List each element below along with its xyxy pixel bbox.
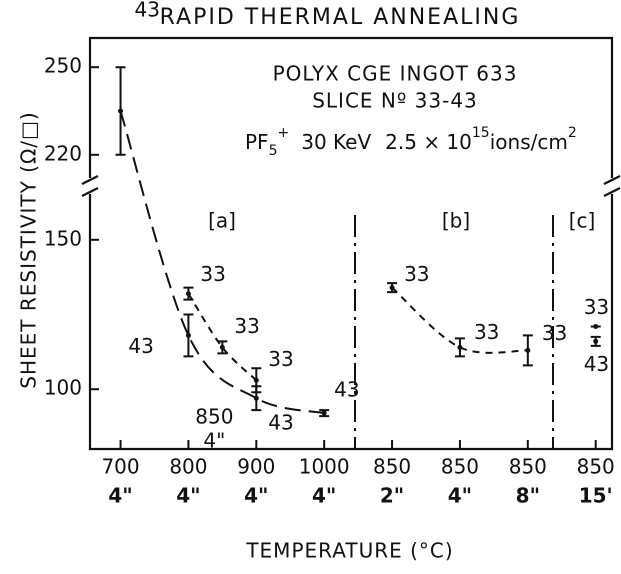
x-tick-time: 4" <box>312 484 336 508</box>
point-label: 33 <box>542 321 567 345</box>
x-axis-label: TEMPERATURE (°C) <box>245 539 453 563</box>
x-tick-time: 8" <box>516 484 540 508</box>
data-point <box>185 291 191 297</box>
x-tick-time: 4" <box>244 484 268 508</box>
annotation: 850 <box>195 405 233 429</box>
dose-exp: 15 <box>472 125 490 141</box>
x-tick-label: 700 <box>101 455 139 479</box>
point-label: 43 <box>128 334 153 358</box>
point-label: 33 <box>200 262 225 286</box>
point-label: 43 <box>334 378 359 402</box>
dose-unit: ions/cm <box>490 130 568 154</box>
y-tick-label: 220 <box>44 141 82 165</box>
point-label: 43 <box>268 411 293 435</box>
ion-sub: 5 <box>269 143 278 159</box>
y-tick-label: 150 <box>44 226 82 250</box>
point-label: 33 <box>584 295 609 319</box>
group-label: [c] <box>569 209 596 233</box>
data-point <box>457 344 463 350</box>
annotation: 4" <box>203 429 225 453</box>
data-point <box>118 108 124 114</box>
fit-curve <box>187 293 258 381</box>
x-tick-label: 850 <box>441 455 479 479</box>
energy: 30 KeV <box>301 130 371 154</box>
x-tick-time: 4" <box>176 484 200 508</box>
x-tick-label: 800 <box>169 455 207 479</box>
data-point <box>321 410 327 416</box>
point-label: 33 <box>234 314 259 338</box>
x-tick-time: 4" <box>448 484 472 508</box>
x-tick-label: 850 <box>373 455 411 479</box>
dose: 2.5 × 10 <box>385 130 472 154</box>
data-point <box>593 323 599 329</box>
group-label: [a] <box>208 209 236 233</box>
data-point <box>525 347 531 353</box>
subtitle: SLICE Nº 33-43 <box>312 89 478 113</box>
group-label: [b] <box>442 209 470 233</box>
y-tick-label: 100 <box>44 376 82 400</box>
x-tick-label: 900 <box>237 455 275 479</box>
point-label: 33 <box>268 347 293 371</box>
point-label: 43 <box>584 352 609 376</box>
subtitle: POLYX CGE INGOT 633 <box>273 62 518 86</box>
data-point <box>389 285 395 291</box>
y-axis-label: SHEET RESISTIVITY (Ω/□) <box>17 111 41 388</box>
data-point <box>185 332 191 338</box>
x-tick-label: 1000 <box>299 455 350 479</box>
chart-title: RAPID THERMAL ANNEALING <box>160 5 521 30</box>
axis-break <box>81 175 621 197</box>
point-label: 33 <box>474 320 499 344</box>
x-tick-time: 2" <box>380 484 404 508</box>
data-point <box>593 338 599 344</box>
point-label: 43 <box>135 0 160 22</box>
ion-sup: + <box>278 125 290 141</box>
ion: PF <box>245 130 269 154</box>
y-tick-label: 250 <box>44 54 82 78</box>
data-point <box>253 395 259 401</box>
x-tick-label: 850 <box>509 455 547 479</box>
implant-note: PF5+ 30 KeV 2.5 × 1015ions/cm2 <box>245 125 577 159</box>
unit-exp: 2 <box>568 125 577 141</box>
x-tick-time: 4" <box>108 484 132 508</box>
data-point <box>253 377 259 383</box>
fit-curve <box>119 110 325 415</box>
point-label: 33 <box>404 262 429 286</box>
x-tick-label: 850 <box>577 455 615 479</box>
data-point <box>219 344 225 350</box>
plot-frame <box>88 36 614 451</box>
x-tick-time: 15' <box>579 484 613 508</box>
